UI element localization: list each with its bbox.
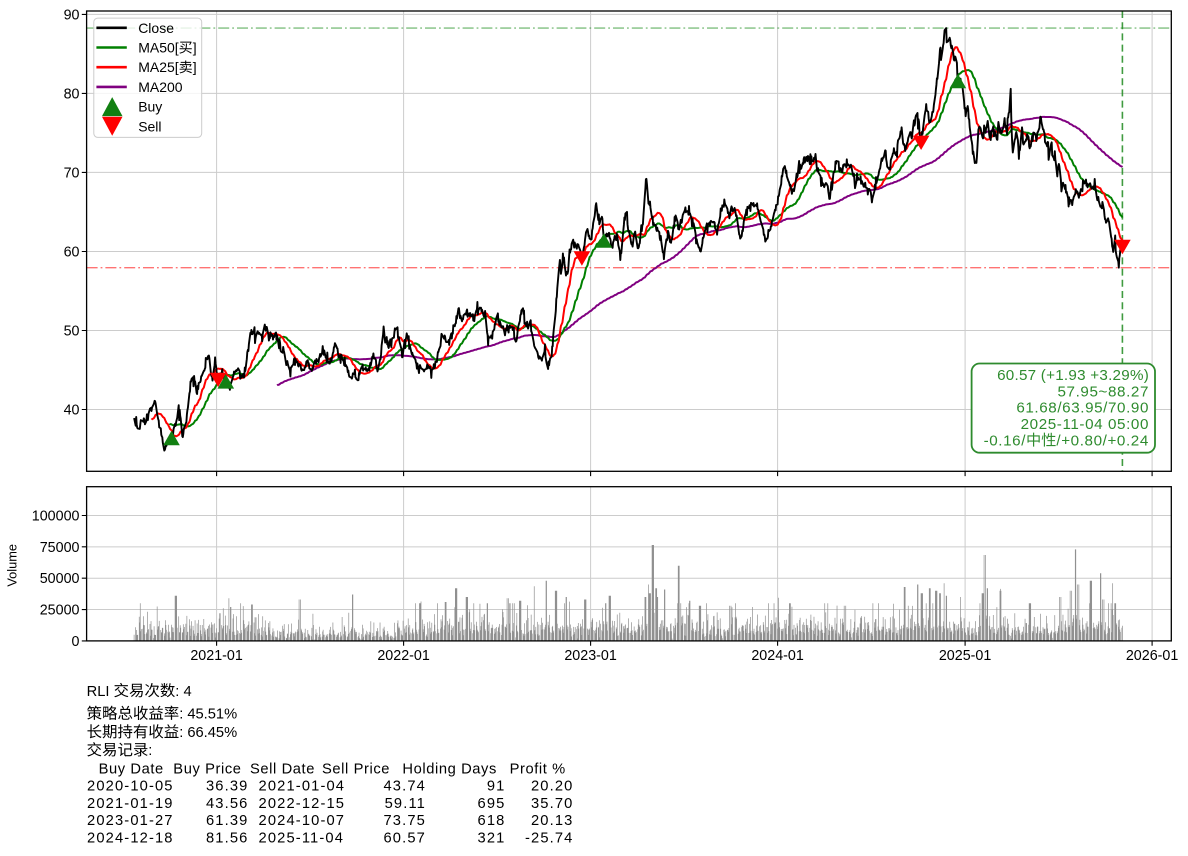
svg-text:90: 90 bbox=[64, 7, 80, 23]
svg-text:61.39: 61.39 bbox=[206, 813, 249, 829]
svg-text:2024-01: 2024-01 bbox=[751, 648, 804, 664]
svg-text:91: 91 bbox=[487, 779, 506, 795]
svg-text:Buy Price: Buy Price bbox=[173, 761, 241, 777]
svg-text:50000: 50000 bbox=[40, 571, 80, 587]
svg-text:50: 50 bbox=[64, 324, 80, 340]
svg-text:43.56: 43.56 bbox=[206, 796, 249, 812]
svg-text:2023-01: 2023-01 bbox=[564, 648, 617, 664]
svg-text:57.95~88.27: 57.95~88.27 bbox=[1058, 383, 1149, 400]
svg-text:2025-11-04: 2025-11-04 bbox=[259, 830, 345, 846]
svg-text:2021-01-04: 2021-01-04 bbox=[259, 779, 346, 795]
svg-text:2021-01-19: 2021-01-19 bbox=[87, 796, 174, 812]
svg-text:Buy Date: Buy Date bbox=[99, 761, 164, 777]
svg-text:60.57 (+1.93 +3.29%): 60.57 (+1.93 +3.29%) bbox=[997, 367, 1149, 384]
svg-text:Sell: Sell bbox=[138, 118, 161, 134]
svg-text:20.20: 20.20 bbox=[531, 779, 574, 795]
svg-text:2024-10-07: 2024-10-07 bbox=[259, 813, 346, 829]
svg-text:]: ] bbox=[193, 59, 197, 75]
svg-text:: 4: : 4 bbox=[175, 684, 191, 700]
svg-text:MA200: MA200 bbox=[138, 79, 183, 95]
svg-text:61.68/63.95/70.90: 61.68/63.95/70.90 bbox=[1016, 400, 1149, 417]
svg-text:: 66.45%: : 66.45% bbox=[179, 725, 237, 741]
svg-text:2023-01-27: 2023-01-27 bbox=[87, 813, 174, 829]
svg-text:2025-11-04 05:00: 2025-11-04 05:00 bbox=[1021, 416, 1149, 433]
svg-text:43.74: 43.74 bbox=[383, 779, 426, 795]
svg-text:MA25[: MA25[ bbox=[138, 59, 179, 75]
svg-text:2025-01: 2025-01 bbox=[939, 648, 992, 664]
svg-text:RLI: RLI bbox=[87, 684, 110, 700]
svg-text:MA50[: MA50[ bbox=[138, 40, 179, 56]
svg-text:2026-01: 2026-01 bbox=[1126, 648, 1179, 664]
svg-text:59.11: 59.11 bbox=[385, 796, 426, 812]
svg-text:2021-01: 2021-01 bbox=[190, 648, 243, 664]
svg-text:618: 618 bbox=[478, 813, 506, 829]
svg-text:]: ] bbox=[193, 40, 197, 56]
svg-text:Close: Close bbox=[138, 20, 174, 36]
svg-text:-25.74: -25.74 bbox=[525, 830, 574, 846]
svg-text:321: 321 bbox=[478, 830, 506, 846]
svg-text:80: 80 bbox=[64, 86, 80, 102]
svg-text:Volume: Volume bbox=[5, 544, 20, 587]
svg-text:60: 60 bbox=[64, 245, 80, 261]
svg-text:20.13: 20.13 bbox=[531, 813, 574, 829]
svg-text:100000: 100000 bbox=[32, 509, 80, 525]
svg-text:Buy: Buy bbox=[138, 99, 162, 115]
svg-text:2022-12-15: 2022-12-15 bbox=[259, 796, 346, 812]
svg-text:Sell Price: Sell Price bbox=[322, 761, 390, 777]
svg-text:40: 40 bbox=[64, 403, 80, 419]
svg-text:-0.16/: -0.16/ bbox=[984, 432, 1027, 449]
svg-text:81.56: 81.56 bbox=[206, 830, 249, 846]
svg-text::: : bbox=[148, 743, 152, 759]
svg-text:Sell Date: Sell Date bbox=[250, 761, 315, 777]
svg-text:36.39: 36.39 bbox=[206, 779, 249, 795]
svg-text:Profit %: Profit % bbox=[510, 761, 566, 777]
svg-text:/+0.80/+0.24: /+0.80/+0.24 bbox=[1056, 432, 1149, 449]
svg-text:35.70: 35.70 bbox=[531, 796, 574, 812]
svg-text:695: 695 bbox=[478, 796, 506, 812]
svg-text:2022-01: 2022-01 bbox=[377, 648, 430, 664]
svg-text:70: 70 bbox=[64, 165, 80, 181]
svg-text:73.75: 73.75 bbox=[383, 813, 426, 829]
svg-text:25000: 25000 bbox=[40, 603, 80, 619]
svg-text:60.57: 60.57 bbox=[383, 830, 426, 846]
svg-text:Holding Days: Holding Days bbox=[402, 761, 497, 777]
svg-text:2020-10-05: 2020-10-05 bbox=[87, 779, 174, 795]
svg-text:75000: 75000 bbox=[40, 540, 80, 556]
svg-text:2024-12-18: 2024-12-18 bbox=[87, 830, 174, 846]
svg-text:0: 0 bbox=[72, 634, 80, 650]
svg-text:: 45.51%: : 45.51% bbox=[179, 707, 237, 723]
